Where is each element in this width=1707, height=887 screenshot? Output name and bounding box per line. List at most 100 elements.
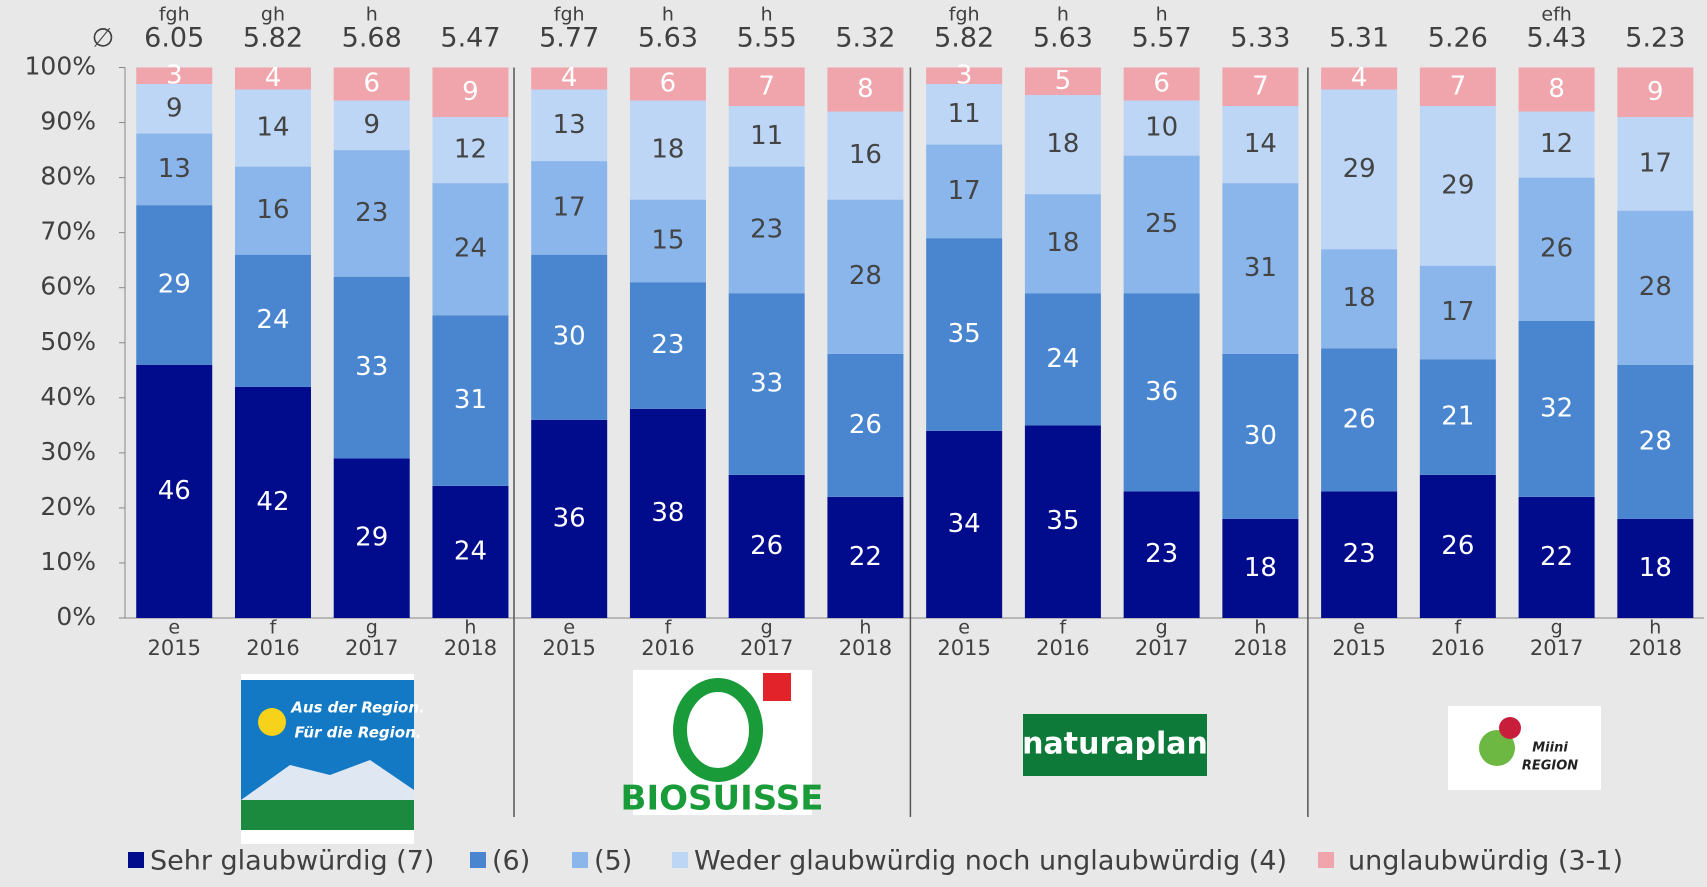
logo-text: naturaplan (1022, 727, 1208, 762)
data-label: 31 (454, 385, 487, 415)
data-label: 30 (1244, 421, 1277, 451)
bar-segment (1321, 491, 1398, 618)
legend-swatch (572, 852, 588, 868)
data-label: 17 (553, 192, 586, 222)
bar-segment (1419, 67, 1496, 107)
bar-segment (1617, 210, 1694, 365)
data-label: 46 (158, 476, 191, 506)
mean-value: 5.82 (934, 23, 994, 54)
data-label: 16 (256, 195, 289, 225)
data-label: 9 (166, 93, 183, 123)
x-tick-letter: h (464, 617, 476, 639)
data-label: 23 (750, 214, 783, 244)
data-label: 31 (1244, 253, 1277, 283)
bar-segment (333, 458, 410, 618)
data-label: 28 (1639, 426, 1672, 456)
data-label: 42 (256, 487, 289, 517)
mean-letters: h (761, 4, 773, 26)
x-tick-letter: e (563, 617, 575, 639)
bar-segment (432, 67, 509, 118)
data-label: 29 (1441, 170, 1474, 200)
data-label: 36 (553, 503, 586, 533)
x-tick-label: 2018 (1234, 636, 1287, 660)
x-tick-letter: h (1649, 617, 1661, 639)
bar-segment (1321, 348, 1398, 492)
bar-segment (531, 161, 608, 255)
x-tick-letter: e (168, 617, 180, 639)
data-label: 18 (651, 135, 684, 165)
data-label: 3 (166, 60, 183, 90)
bar-segment (1419, 106, 1496, 266)
data-label: 18 (1244, 553, 1277, 583)
data-label: 6 (363, 69, 380, 99)
data-label: 35 (1046, 506, 1079, 536)
data-label: 7 (758, 71, 775, 101)
mean-value: 5.57 (1132, 23, 1192, 54)
data-label: 7 (1450, 71, 1467, 101)
data-label: 7 (1252, 71, 1269, 101)
data-label: 18 (1046, 129, 1079, 159)
mean-value: 5.23 (1625, 23, 1685, 54)
x-tick-letter: f (1455, 617, 1463, 639)
x-tick-label: 2018 (444, 636, 497, 660)
bar-segment (926, 430, 1003, 618)
bar-segment (333, 100, 410, 151)
y-tick-label: 70% (40, 217, 96, 246)
bar-segment (1024, 194, 1101, 294)
legend-swatch (672, 852, 688, 868)
y-tick-label: 80% (40, 162, 96, 191)
bar-segment (1518, 111, 1595, 178)
data-label: 26 (750, 531, 783, 561)
logo-aus-der-region (241, 674, 414, 844)
bar-segment (432, 485, 509, 618)
bar-segment (136, 67, 213, 85)
bar-segment (136, 364, 213, 618)
legend-label: Sehr glaubwürdig (7) (150, 846, 434, 877)
bar-segment (234, 89, 311, 167)
bar-segment (728, 67, 805, 107)
mean-value: 5.33 (1230, 23, 1290, 54)
data-label: 28 (1639, 272, 1672, 302)
x-tick-label: 2015 (1332, 636, 1385, 660)
bar-segment (1518, 320, 1595, 497)
mean-letters: fgh (159, 4, 190, 26)
legend-label: Weder glaubwürdig noch unglaubwürdig (4) (694, 846, 1287, 877)
x-tick-letter: e (1353, 617, 1365, 639)
bar-segment (1321, 89, 1398, 250)
y-tick-label: 50% (40, 327, 96, 356)
x-tick-letter: g (1156, 617, 1168, 639)
mean-letters: efh (1541, 4, 1571, 26)
y-tick-label: 0% (56, 602, 96, 631)
data-label: 24 (454, 234, 487, 264)
bar-segment (1024, 95, 1101, 195)
data-label: 28 (849, 261, 882, 291)
data-label: 34 (948, 509, 981, 539)
bar-segment (1024, 293, 1101, 426)
bar-segment (1222, 518, 1299, 618)
logo-miini-region (1448, 706, 1601, 790)
y-tick-label: 40% (40, 382, 96, 411)
bar-segment (1321, 67, 1398, 90)
logo-biosuisse (633, 670, 812, 815)
data-label: 22 (1540, 542, 1573, 572)
x-tick-label: 2017 (1135, 636, 1188, 660)
data-label: 23 (651, 330, 684, 360)
data-label: 17 (1639, 148, 1672, 178)
data-label: 17 (948, 176, 981, 206)
mean-letters: fgh (554, 4, 585, 26)
x-tick-label: 2015 (542, 636, 595, 660)
data-label: 8 (1548, 74, 1565, 104)
bar-segment (333, 276, 410, 459)
bar-segment (827, 353, 904, 497)
data-label: 24 (1046, 344, 1079, 374)
bar-segment (629, 282, 706, 409)
mean-value: 5.77 (539, 23, 599, 54)
bar-segment (1518, 67, 1595, 112)
logo-text: BIOSUISSE (621, 779, 824, 819)
mean-letters: h (662, 4, 674, 26)
x-tick-label: 2016 (1036, 636, 1089, 660)
y-tick-label: 100% (25, 52, 96, 81)
data-label: 35 (948, 319, 981, 349)
x-tick-label: 2015 (148, 636, 201, 660)
